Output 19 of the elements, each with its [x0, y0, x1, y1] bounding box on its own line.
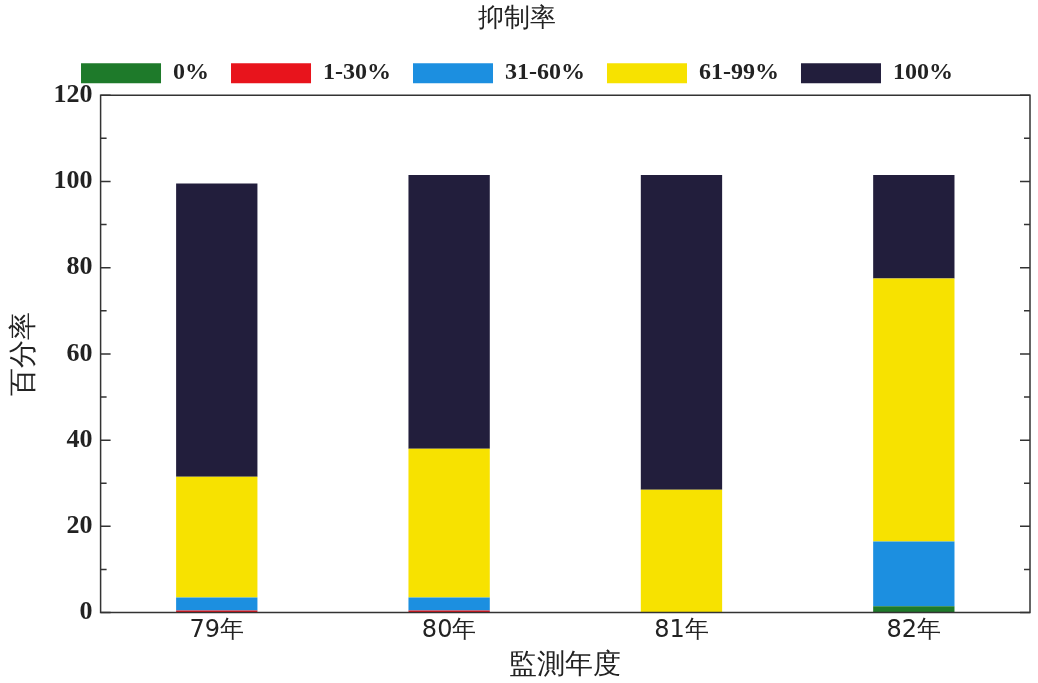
legend-label: 1-30% — [323, 58, 392, 85]
legend-label: 100% — [892, 58, 953, 85]
y-tick-label: 120 — [53, 78, 93, 108]
y-axis-title: 百分率 — [6, 311, 40, 396]
legend-title: 抑制率 — [478, 1, 556, 32]
x-tick-label: 79年 — [189, 615, 245, 644]
y-tick-label: 100 — [53, 165, 93, 195]
y-tick-label: 0 — [79, 596, 93, 626]
x-tick-label: 80年 — [421, 615, 477, 644]
y-tick-label: 80 — [66, 251, 93, 281]
y-tick-label: 20 — [66, 510, 93, 540]
x-axis-title: 監測年度 — [509, 647, 622, 681]
y-tick-label: 60 — [66, 337, 93, 367]
legend-label: 0% — [173, 58, 210, 85]
x-tick-label: 82年 — [886, 615, 942, 644]
legend-label: 31-60% — [505, 58, 585, 85]
x-tick-label: 81年 — [654, 615, 709, 644]
y-tick-label: 40 — [66, 423, 93, 453]
legend-label: 61-99% — [699, 58, 779, 85]
